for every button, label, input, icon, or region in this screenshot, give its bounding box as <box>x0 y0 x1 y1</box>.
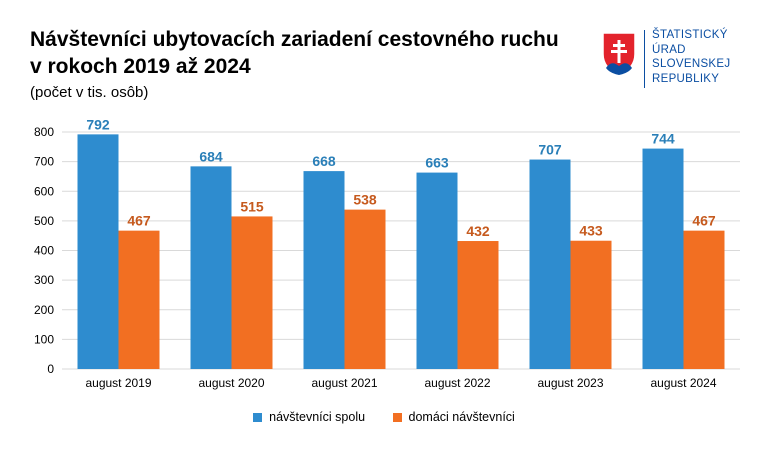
x-tick-label: august 2019 <box>85 376 151 390</box>
legend-swatch-total <box>253 412 263 422</box>
chart-subtitle: (počet v tis. osôb) <box>30 84 149 101</box>
legend-label-domestic: domáci návštevníci <box>408 410 515 424</box>
bar-total <box>642 148 684 369</box>
bar-domestic <box>231 216 273 369</box>
data-label-domestic: 467 <box>127 213 151 229</box>
x-tick-label: august 2022 <box>424 376 490 390</box>
bar-total <box>416 172 458 369</box>
legend-swatch-domestic <box>392 412 402 422</box>
logo-line: SLOVENSKEJ <box>652 58 731 70</box>
data-label-total: 663 <box>425 155 449 171</box>
logo-line: ŠTATISTICKÝ <box>652 29 728 41</box>
bar-domestic <box>570 240 612 369</box>
x-tick-label: august 2023 <box>537 376 603 390</box>
logo-separator <box>644 30 645 88</box>
data-label-domestic: 467 <box>692 213 716 229</box>
bar-domestic <box>344 209 386 369</box>
bar-domestic <box>683 230 725 369</box>
logo-line: REPUBLIKY <box>652 72 720 85</box>
x-tick-label: august 2024 <box>650 376 716 390</box>
legend-label-total: návštevníci spolu <box>269 410 366 424</box>
logo-text: ŠTATISTICKÝ ÚRAD SLOVENSKEJ REPUBLIKY <box>652 28 730 86</box>
y-tick-label: 600 <box>34 184 54 198</box>
legend-item-domestic: domáci návštevníci <box>392 410 515 424</box>
legend-item-total: návštevníci spolu <box>253 410 365 424</box>
y-tick-label: 800 <box>34 125 54 139</box>
bar-domestic <box>118 230 160 369</box>
data-label-total: 792 <box>86 116 110 132</box>
slovak-coat-of-arms-icon <box>602 32 636 76</box>
data-label-domestic: 538 <box>353 192 377 208</box>
y-tick-label: 400 <box>34 244 54 258</box>
logo-line: ÚRAD <box>652 43 686 56</box>
x-tick-label: august 2020 <box>198 376 264 390</box>
y-tick-label: 0 <box>47 362 54 376</box>
data-label-total: 668 <box>312 153 336 169</box>
chart-title: Návštevníci ubytovacích zariadení cestov… <box>30 28 559 78</box>
data-label-domestic: 433 <box>579 223 603 239</box>
data-label-total: 707 <box>538 142 562 158</box>
x-tick-label: august 2021 <box>311 376 377 390</box>
bar-total <box>190 166 232 369</box>
y-tick-label: 300 <box>34 273 54 287</box>
data-label-domestic: 515 <box>240 198 264 214</box>
data-label-total: 684 <box>199 148 223 164</box>
y-tick-label: 700 <box>34 155 54 169</box>
y-tick-label: 200 <box>34 303 54 317</box>
y-tick-label: 100 <box>34 332 54 346</box>
bar-total <box>77 134 119 369</box>
bar-domestic <box>457 241 499 369</box>
statistical-office-logo: ŠTATISTICKÝ ÚRAD SLOVENSKEJ REPUBLIKY <box>602 28 752 90</box>
bar-total <box>303 171 345 369</box>
data-label-total: 744 <box>651 131 675 147</box>
chart-legend: návštevníci spolu domáci návštevníci <box>0 410 768 425</box>
data-label-domestic: 432 <box>466 223 490 239</box>
bar-total <box>529 159 571 369</box>
bar-chart: 0 100 200 300 400 500 600 700 800 792 467 august 20… <box>34 116 740 390</box>
y-tick-label: 500 <box>34 214 54 228</box>
